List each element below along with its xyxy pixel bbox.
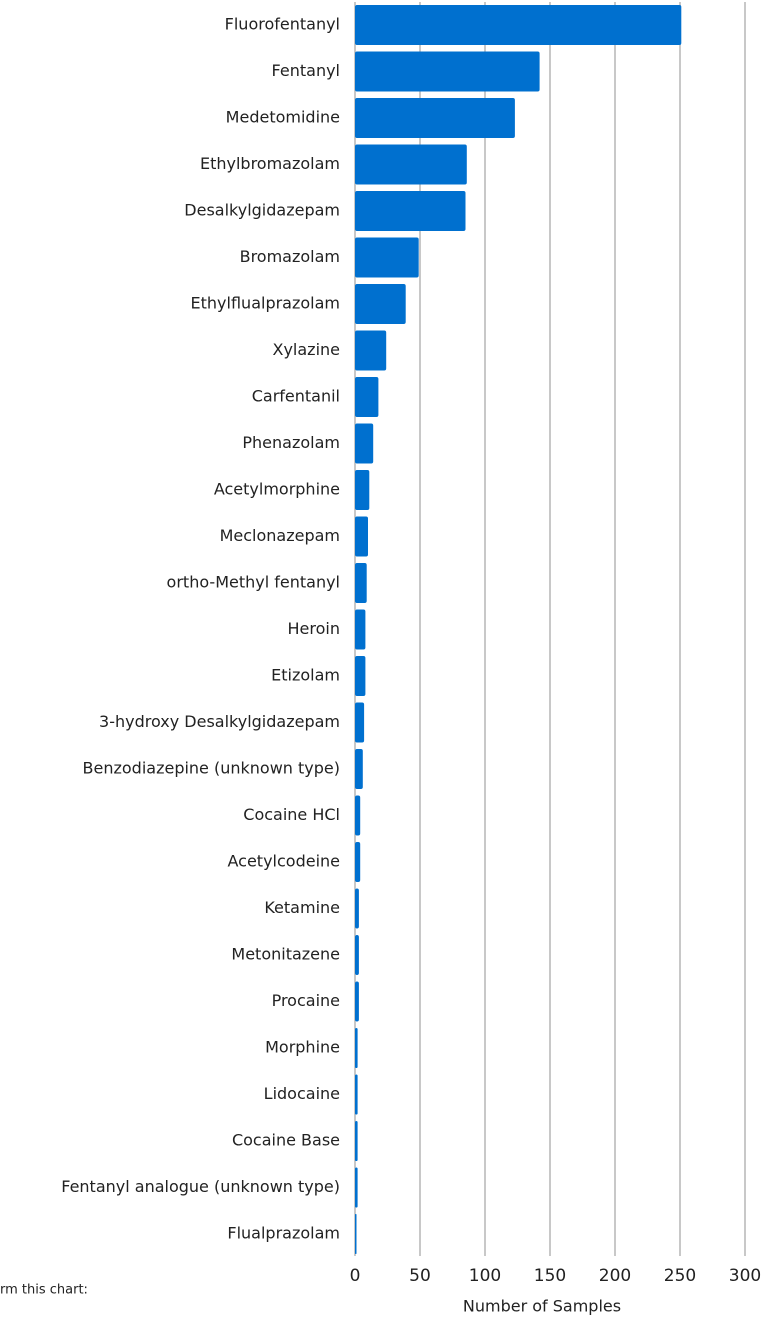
bar [355, 795, 361, 836]
footnote: rm this chart: [0, 1283, 88, 1298]
bar [355, 1121, 358, 1161]
y-tick-label: Flualprazolam [227, 1224, 340, 1243]
y-tick-label: Medetomidine [226, 108, 340, 127]
bar [355, 842, 361, 882]
y-tick-label: Lidocaine [264, 1084, 340, 1103]
bar [355, 5, 682, 45]
y-tick-label: Xylazine [272, 340, 340, 359]
x-tick-label: 150 [534, 1266, 566, 1286]
y-tick-label: Acetylcodeine [227, 852, 340, 871]
y-tick-label: Carfentanil [252, 387, 340, 406]
bar [355, 656, 366, 696]
bar [355, 284, 406, 324]
y-tick-label: Ethylbromazolam [200, 154, 340, 173]
bar [355, 144, 467, 185]
x-tick-label: 300 [729, 1266, 761, 1286]
bar [355, 563, 367, 603]
x-tick-label: 200 [599, 1266, 631, 1286]
y-tick-label: Procaine [272, 991, 340, 1010]
y-tick-label: Fentanyl [272, 61, 340, 80]
bar [355, 1028, 358, 1068]
bar [355, 51, 540, 92]
bar [355, 98, 515, 138]
y-tick-label: Cocaine HCl [243, 805, 340, 824]
bar [355, 749, 363, 789]
y-tick-label: ortho-Methyl fentanyl [167, 573, 340, 592]
y-tick-label: Heroin [288, 619, 340, 638]
bar [355, 423, 374, 464]
bar [355, 702, 365, 743]
x-tick-label: 100 [469, 1266, 501, 1286]
y-tick-label: Acetylmorphine [214, 480, 340, 499]
x-tick-label: 0 [350, 1266, 361, 1286]
y-tick-label: Ethylflualprazolam [191, 294, 340, 313]
bar [355, 330, 387, 371]
bar [355, 1167, 358, 1208]
bar [355, 237, 419, 278]
x-axis-label: Number of Samples [463, 1297, 621, 1316]
y-tick-label: Fluorofentanyl [225, 15, 340, 34]
y-tick-label: Morphine [265, 1038, 340, 1057]
bar [355, 470, 370, 510]
bar [355, 1214, 357, 1254]
y-tick-label: 3-hydroxy Desalkylgidazepam [99, 712, 340, 731]
x-tick-label: 50 [409, 1266, 431, 1286]
y-tick-label: Bromazolam [240, 247, 340, 266]
y-tick-label: Fentanyl analogue (unknown type) [61, 1177, 340, 1196]
y-tick-label: Cocaine Base [232, 1131, 340, 1150]
bar [355, 981, 359, 1022]
y-tick-label: Benzodiazepine (unknown type) [83, 759, 340, 778]
y-tick-label: Etizolam [271, 666, 340, 685]
y-tick-label: Meclonazepam [220, 526, 340, 545]
y-tick-label: Desalkylgidazepam [184, 201, 340, 220]
y-tick-label: Ketamine [264, 898, 340, 917]
bar [355, 191, 466, 231]
bar [355, 516, 368, 557]
bar [355, 377, 379, 417]
bar [355, 935, 359, 975]
y-tick-label: Phenazolam [242, 433, 340, 452]
bar [355, 1074, 358, 1115]
bar [355, 888, 359, 929]
y-tick-label: Metonitazene [231, 945, 340, 964]
x-tick-label: 250 [664, 1266, 696, 1286]
bar [355, 609, 366, 650]
